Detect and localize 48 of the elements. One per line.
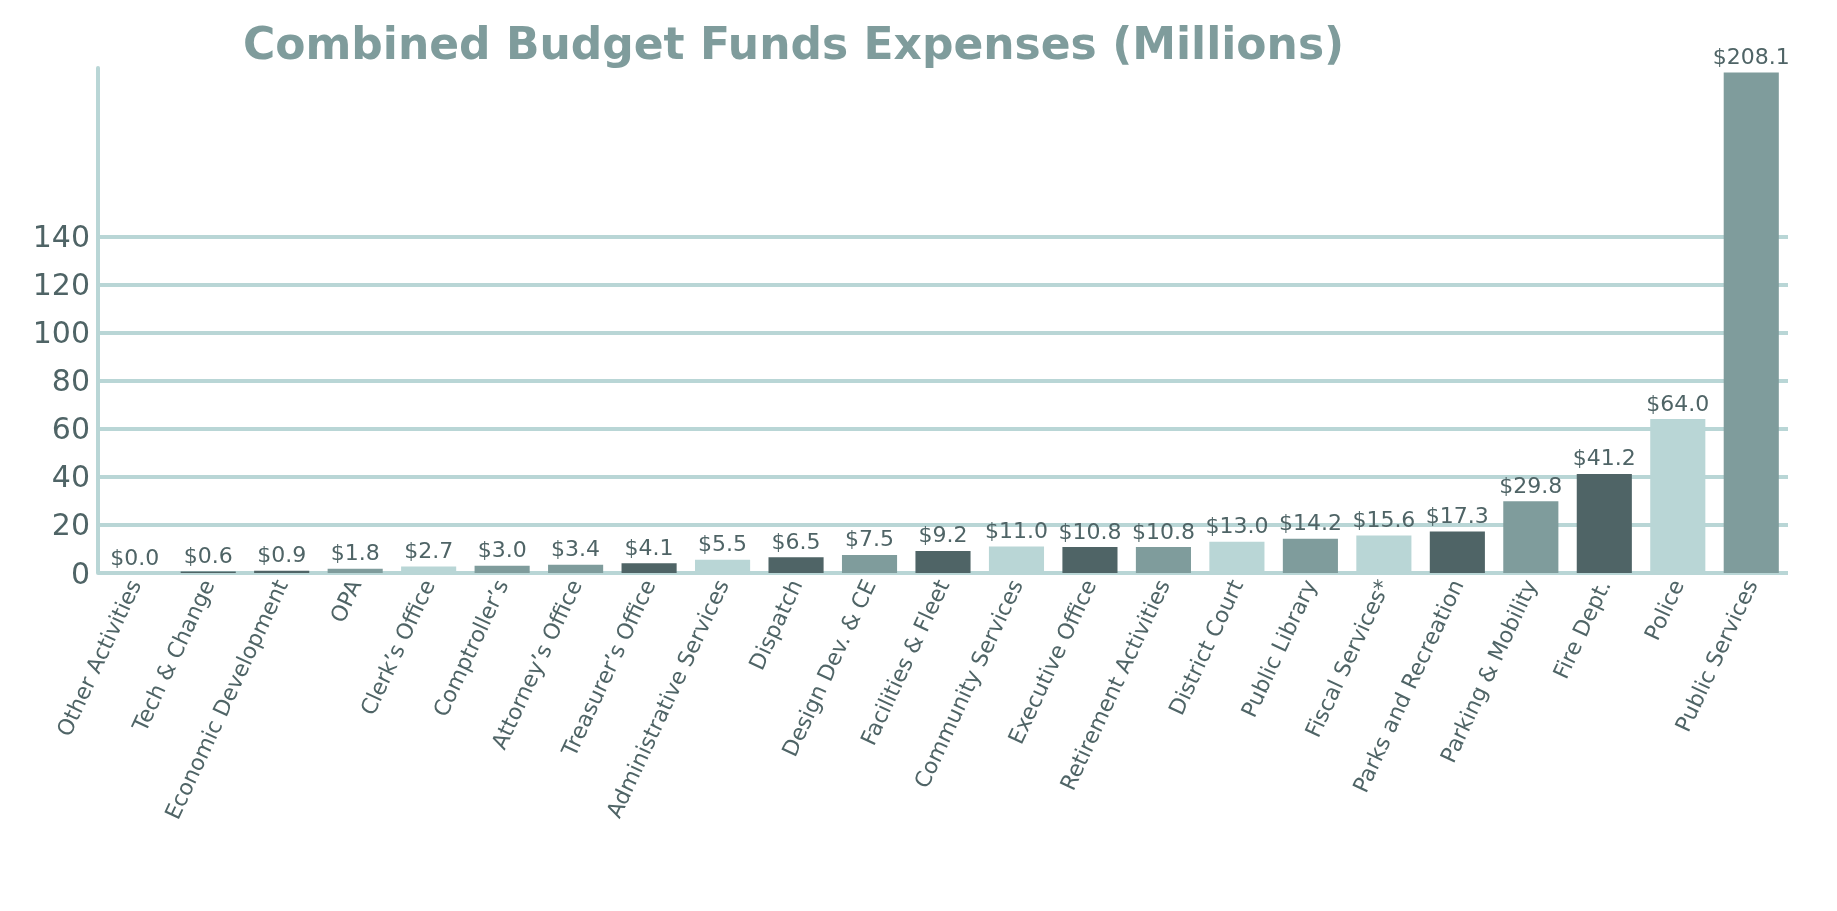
- bar: [1062, 547, 1118, 573]
- y-tick-label: 140: [32, 218, 90, 254]
- data-label: $11.0: [984, 518, 1048, 544]
- x-tick-label: OPA: [325, 575, 367, 627]
- data-label: $15.6: [1352, 506, 1416, 532]
- bar: [841, 554, 898, 573]
- bar: [1576, 473, 1632, 573]
- data-label: $64.0: [1646, 390, 1710, 416]
- data-label: $0.0: [110, 544, 160, 570]
- bar: [1135, 547, 1191, 573]
- bar: [548, 564, 604, 573]
- y-tick-label: 40: [51, 459, 90, 495]
- y-tick-label: 20: [51, 507, 90, 543]
- y-tick-label: 100: [32, 315, 90, 351]
- y-tick-label: 60: [51, 411, 90, 447]
- bar: [327, 568, 383, 573]
- bar: [1282, 538, 1338, 573]
- bar: [474, 565, 530, 573]
- data-label: $3.0: [477, 537, 527, 563]
- y-tick-label: 80: [51, 363, 90, 399]
- data-label: $17.3: [1425, 502, 1489, 528]
- bar: [915, 550, 971, 573]
- y-tick-label: 0: [70, 555, 90, 591]
- data-label: $29.8: [1499, 472, 1563, 498]
- y-tick-label: 120: [32, 266, 90, 302]
- data-label: $4.1: [624, 534, 674, 560]
- data-label: $1.8: [330, 540, 380, 566]
- data-label: $41.2: [1572, 445, 1636, 471]
- bar: [1503, 501, 1559, 573]
- data-label: $0.6: [183, 543, 233, 569]
- bar: [1723, 72, 1779, 573]
- bar: [621, 563, 677, 573]
- bar: [254, 570, 310, 573]
- data-label: $5.5: [698, 531, 748, 557]
- data-label: $9.2: [918, 522, 968, 548]
- data-label: $2.7: [404, 538, 454, 564]
- data-label: $3.4: [551, 536, 601, 562]
- chart-title: Combined Budget Funds Expenses (Millions): [243, 17, 1345, 69]
- data-label: $208.1: [1712, 44, 1790, 70]
- data-label: $7.5: [845, 526, 895, 552]
- data-label: $14.2: [1278, 510, 1342, 536]
- bar: [768, 557, 824, 573]
- data-label: $0.9: [257, 542, 307, 568]
- data-label: $6.5: [771, 528, 821, 554]
- data-label: $13.0: [1205, 513, 1269, 539]
- bar: [1429, 531, 1485, 573]
- data-label: $10.8: [1131, 518, 1195, 544]
- data-label: $10.8: [1058, 518, 1122, 544]
